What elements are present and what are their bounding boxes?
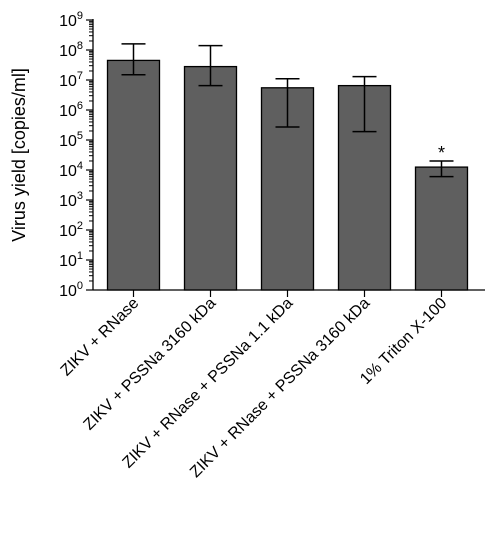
y-tick-label: 100 [59, 280, 83, 300]
y-tick-label-exponent: 8 [77, 40, 83, 52]
y-tick-label-base: 10 [59, 163, 77, 180]
y-tick-label-exponent: 6 [77, 100, 83, 112]
y-tick-label-base: 10 [59, 193, 77, 210]
y-tick-label-base: 10 [59, 253, 77, 270]
bar [183, 65, 238, 291]
y-tick-label: 105 [59, 130, 83, 150]
y-tick-label-exponent: 9 [77, 10, 83, 22]
y-tick-label: 106 [59, 100, 83, 120]
y-tick-label-base: 10 [59, 223, 77, 240]
y-tick-label-base: 10 [59, 133, 77, 150]
y-tick-label: 107 [59, 70, 83, 90]
y-tick-label-exponent: 3 [77, 190, 83, 202]
y-tick-label-base: 10 [59, 283, 77, 300]
y-tick-label: 104 [59, 160, 83, 180]
y-axis-title: Virus yield [copies/ml] [9, 68, 29, 242]
y-tick-label-exponent: 4 [77, 160, 83, 172]
x-tick-label: ZIKV + RNase + PSSNa 1.1 kDa [120, 295, 297, 472]
y-tick-label-exponent: 5 [77, 130, 83, 142]
bar [106, 59, 161, 291]
y-tick-label-exponent: 0 [77, 280, 83, 292]
y-tick-label: 101 [59, 250, 83, 270]
x-tick-label: ZIKV + RNase [58, 295, 143, 380]
y-tick-label: 103 [59, 190, 83, 210]
y-tick-label-base: 10 [59, 13, 77, 30]
bar [414, 166, 469, 291]
y-tick-label-exponent: 2 [77, 220, 83, 232]
y-tick-label: 102 [59, 220, 83, 240]
significance-annotation: * [438, 143, 445, 163]
y-tick-label-exponent: 1 [77, 250, 83, 262]
y-tick-label-base: 10 [59, 43, 77, 60]
y-tick-label: 109 [59, 10, 83, 30]
y-tick-label-base: 10 [59, 73, 77, 90]
x-tick-label: ZIKV + PSSNa 3160 kDa [81, 295, 220, 434]
y-tick-label-exponent: 7 [77, 70, 83, 82]
y-tick-label: 108 [59, 40, 83, 60]
y-tick-label-base: 10 [59, 103, 77, 120]
